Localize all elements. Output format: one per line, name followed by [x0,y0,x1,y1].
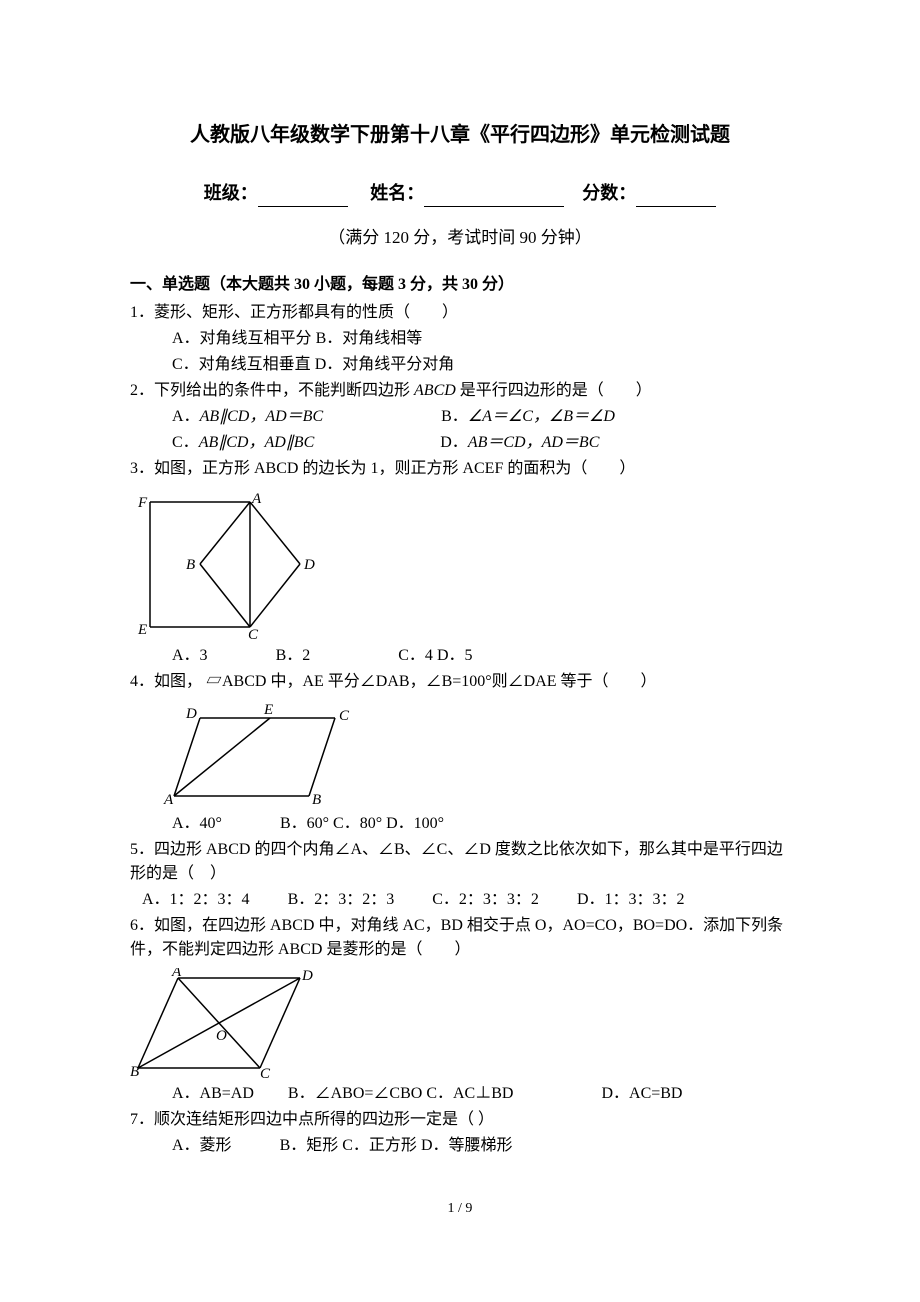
q6-opt-a[interactable]: A．AB=AD [172,1085,254,1102]
exam-subinfo: （满分 120 分，考试时间 90 分钟） [130,225,790,251]
q6-opt-b[interactable]: B．∠ABO=∠CBO [288,1085,422,1102]
svg-text:B: B [130,1064,139,1080]
q5-options: A．1：2：3：4 B．2：3：2：3 C．2：3：3：2 D．1：3：3：2 [130,888,790,912]
q5-opt-a[interactable]: A．1：2：3：4 [142,891,250,908]
svg-text:A: A [251,491,262,507]
q4-opt-c[interactable]: C．80° [333,815,382,832]
q4-opt-a[interactable]: A．40° [172,815,222,832]
q2-opt-d[interactable]: D．AB＝CD，AD＝BC [440,434,599,451]
q2-opt-c[interactable]: C．AB∥CD，AD∥BC [172,434,314,451]
q3-opt-d[interactable]: D．5 [437,647,473,664]
q3-opt-b[interactable]: B．2 [276,647,311,664]
q4-figure: D E C A B [130,700,790,810]
document-title: 人教版八年级数学下册第十八章《平行四边形》单元检测试题 [130,120,790,150]
q7-opt-d[interactable]: D．等腰梯形 [421,1137,513,1154]
score-label: 分数： [582,183,636,203]
q6-opt-c[interactable]: C．AC⊥BD [426,1085,513,1102]
svg-text:E: E [263,702,273,718]
q7-opt-c[interactable]: C．正方形 [342,1137,417,1154]
q3-figure: F A E C B D [130,487,790,642]
q6-opt-d[interactable]: D．AC=BD [601,1085,682,1102]
q2-stem: 2．下列给出的条件中，不能判断四边形 ABCD 是平行四边形的是（ ） [130,379,790,403]
svg-text:C: C [260,1066,271,1080]
q2-opt-b[interactable]: B．∠A＝∠C，∠B＝∠D [441,408,615,425]
q7-stem: 7．顺次连结矩形四边中点所得的四边形一定是（ ） [130,1108,790,1132]
q2-stem-pre: 2．下列给出的条件中，不能判断四边形 [130,382,414,399]
svg-text:F: F [137,495,148,511]
q1-opt-a[interactable]: A．对角线互相平分 [172,330,312,347]
q5-opt-d[interactable]: D．1：3：3：2 [577,891,685,908]
q3-stem: 3．如图，正方形 ABCD 的边长为 1，则正方形 ACEF 的面积为（ ） [130,457,790,481]
q4-stem: 4．如图， ▱ABCD 中，AE 平分∠DAB，∠B=100°则∠DAE 等于（… [130,670,790,694]
svg-text:E: E [137,622,147,638]
svg-text:A: A [171,968,182,980]
class-label: 班级： [204,183,258,203]
page-number: 1 / 9 [130,1198,790,1219]
name-blank[interactable] [424,187,564,207]
svg-text:D: D [301,968,313,984]
q6-stem: 6．如图，在四边形 ABCD 中，对角线 AC，BD 相交于点 O，AO=CO，… [130,914,790,962]
section-1-header: 一、单选题（本大题共 30 小题，每题 3 分，共 30 分） [130,273,790,297]
svg-text:C: C [339,708,350,724]
q2-stem-post: 是平行四边形的是（ ） [456,382,652,399]
svg-text:D: D [185,706,197,722]
q7-opt-b[interactable]: B．矩形 [280,1137,339,1154]
student-info-line: 班级： 姓名： 分数： [130,180,790,207]
q5-stem: 5．四边形 ABCD 的四个内角∠A、∠B、∠C、∠D 度数之比依次如下，那么其… [130,838,790,886]
q2-stem-mid: ABCD [414,382,456,399]
svg-text:A: A [163,792,174,808]
q3-options: A．3 B．2 C．4 D．5 [130,644,790,668]
score-blank[interactable] [636,187,716,207]
q7-opt-a[interactable]: A．菱形 [172,1137,232,1154]
q4-opt-d[interactable]: D．100° [386,815,444,832]
q2-options-row2: C．AB∥CD，AD∥BC D．AB＝CD，AD＝BC [130,431,790,455]
q1-options-row2: C．对角线互相垂直 D．对角线平分对角 [130,353,790,377]
q1-options-row1: A．对角线互相平分 B．对角线相等 [130,327,790,351]
q4-options: A．40° B．60° C．80° D．100° [130,812,790,836]
q2-options-row1: A．AB∥CD，AD＝BC B．∠A＝∠C，∠B＝∠D [130,405,790,429]
q6-figure: A D B C O [130,968,790,1080]
q1-opt-d[interactable]: D．对角线平分对角 [315,356,455,373]
svg-text:B: B [186,557,195,573]
svg-text:C: C [248,627,259,642]
q1-opt-b[interactable]: B．对角线相等 [316,330,423,347]
svg-text:O: O [216,1028,227,1044]
name-label: 姓名： [370,183,424,203]
class-blank[interactable] [258,187,348,207]
q6-options: A．AB=AD B．∠ABO=∠CBO C．AC⊥BD D．AC=BD [130,1082,790,1106]
q7-options: A．菱形 B．矩形 C．正方形 D．等腰梯形 [130,1134,790,1158]
q3-opt-c[interactable]: C．4 [398,647,433,664]
q3-opt-a[interactable]: A．3 [172,647,208,664]
q1-stem: 1．菱形、矩形、正方形都具有的性质（ ） [130,301,790,325]
q4-opt-b[interactable]: B．60° [280,815,329,832]
svg-text:D: D [303,557,315,573]
q5-opt-c[interactable]: C．2：3：3：2 [432,891,539,908]
q5-opt-b[interactable]: B．2：3：2：3 [288,891,395,908]
svg-text:B: B [312,792,321,808]
q1-opt-c[interactable]: C．对角线互相垂直 [172,356,311,373]
q2-opt-a[interactable]: A．AB∥CD，AD＝BC [172,408,323,425]
